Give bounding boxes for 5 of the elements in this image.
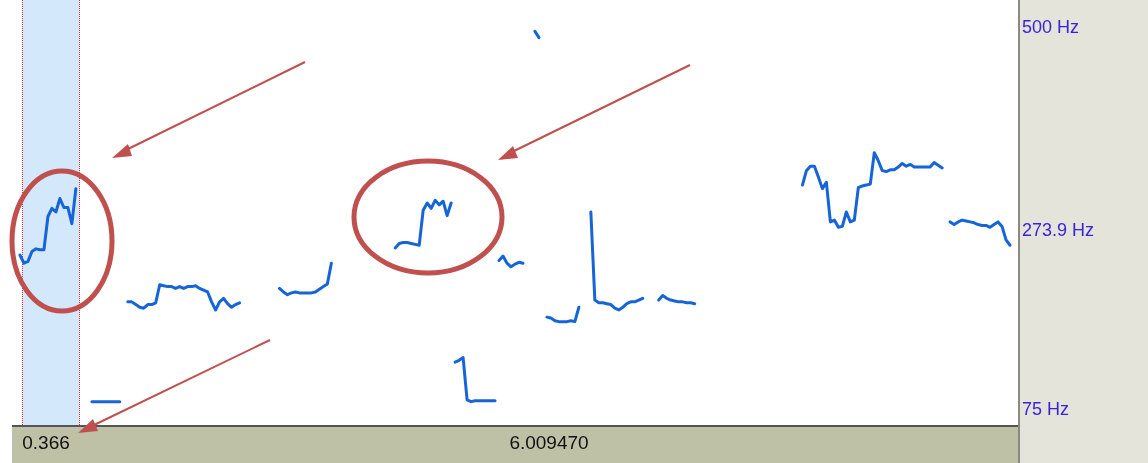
- text: 0.366: [21, 432, 71, 454]
- y-tick-label: 273.9 Hz: [1022, 219, 1095, 240]
- text: 6.009470: [508, 432, 590, 454]
- y-tick-label: 75 Hz: [1022, 398, 1070, 419]
- y-tick-label: 500 Hz: [1022, 16, 1080, 37]
